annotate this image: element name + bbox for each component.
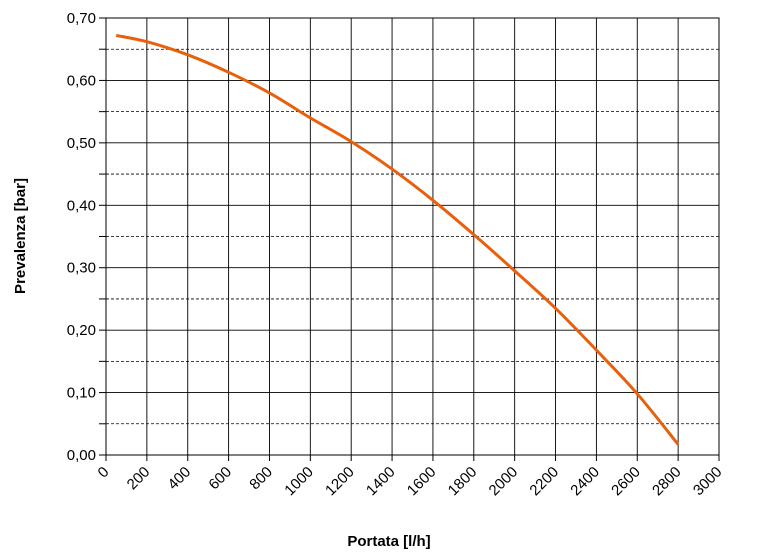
y-tick-label: 0,40 <box>67 197 96 214</box>
y-tick-label: 0,30 <box>67 260 96 277</box>
y-axis-title: Prevalenza [bar] <box>12 178 29 294</box>
y-tick-labels: 0,00 0,10 0,20 0,30 0,40 0,50 0,60 0,70 <box>67 10 96 464</box>
plot-border <box>105 17 720 456</box>
y-tick-label: 0,20 <box>67 322 96 339</box>
x-axis-title: Portata [l/h] <box>347 533 430 550</box>
y-tick-label: 0,70 <box>67 10 96 27</box>
series-layer <box>115 34 680 446</box>
y-tick-label: 0,60 <box>67 72 96 89</box>
y-tick-label: 0,00 <box>67 447 96 464</box>
plot-frame <box>99 17 720 461</box>
y-tick-label: 0,10 <box>67 385 96 402</box>
series-line-0 <box>115 34 680 446</box>
y-tick-label: 0,50 <box>67 135 96 152</box>
